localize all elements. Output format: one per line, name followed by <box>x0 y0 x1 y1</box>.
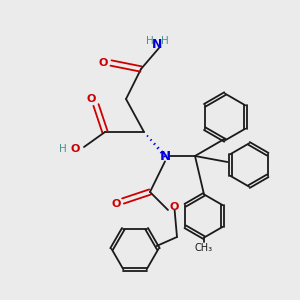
Text: O: O <box>99 58 108 68</box>
Text: N: N <box>160 150 171 163</box>
Text: H: H <box>146 35 153 46</box>
Text: O: O <box>170 202 179 212</box>
Text: O: O <box>87 94 96 104</box>
Text: H: H <box>58 143 66 154</box>
Text: O: O <box>70 143 80 154</box>
Text: H: H <box>160 35 168 46</box>
Text: CH₃: CH₃ <box>195 243 213 253</box>
Text: N: N <box>152 38 162 51</box>
Text: O: O <box>112 199 121 209</box>
